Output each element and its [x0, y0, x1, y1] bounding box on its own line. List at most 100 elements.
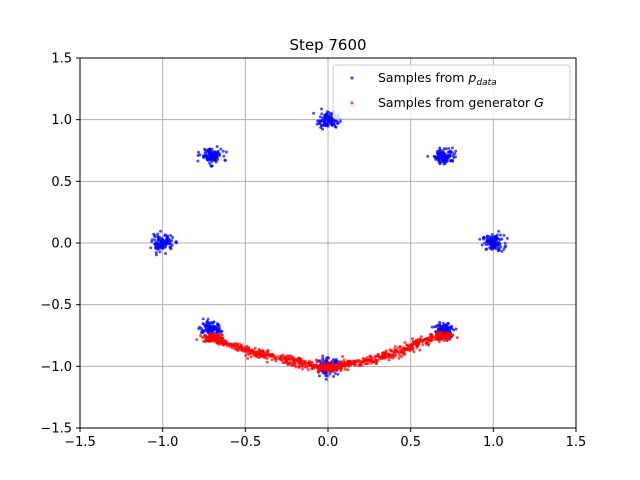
- data-point: [198, 325, 202, 329]
- generator-point: [408, 345, 412, 349]
- generator-point: [288, 361, 292, 365]
- generator-point: [373, 354, 377, 358]
- data-point: [320, 119, 324, 123]
- data-point: [156, 247, 160, 251]
- generator-point: [421, 343, 425, 347]
- data-point: [163, 234, 167, 238]
- generator-point: [389, 353, 393, 357]
- generator-point: [311, 361, 315, 365]
- generator-point: [383, 354, 387, 358]
- data-point: [450, 146, 454, 150]
- generator-point: [393, 354, 397, 358]
- generator-point: [411, 343, 415, 347]
- generator-point: [269, 353, 273, 357]
- generator-point: [234, 348, 238, 352]
- generator-point: [298, 361, 302, 365]
- data-point: [202, 156, 206, 160]
- data-point: [503, 241, 507, 245]
- x-tick-label: 1.5: [566, 435, 587, 450]
- generator-point: [211, 339, 215, 343]
- data-point: [497, 229, 501, 233]
- generator-point: [234, 344, 238, 348]
- generator-point: [392, 351, 396, 355]
- generator-point: [305, 365, 309, 369]
- data-point: [325, 112, 329, 116]
- data-point: [490, 233, 494, 237]
- generator-point: [328, 363, 332, 367]
- data-point: [504, 244, 508, 248]
- data-point: [169, 233, 173, 237]
- generator-point: [199, 334, 203, 338]
- data-point: [441, 149, 445, 153]
- generator-point: [324, 364, 328, 368]
- generator-point: [436, 335, 440, 339]
- data-point: [317, 119, 321, 123]
- data-point: [480, 243, 484, 247]
- data-point: [149, 246, 153, 250]
- generator-point: [333, 368, 337, 372]
- data-point: [164, 239, 168, 243]
- generator-point: [266, 353, 270, 357]
- data-point: [493, 237, 497, 241]
- generator-point: [382, 351, 386, 355]
- generator-point: [339, 369, 343, 373]
- generator-point: [343, 367, 347, 371]
- generator-point: [302, 359, 306, 363]
- data-point: [321, 354, 325, 358]
- generator-point: [320, 366, 324, 370]
- data-point: [490, 248, 494, 252]
- y-tick-label: 1.0: [51, 113, 72, 128]
- generator-point: [320, 357, 324, 361]
- data-point: [204, 148, 208, 152]
- y-tick-label: 0.0: [51, 237, 72, 252]
- data-point: [441, 158, 445, 162]
- data-point: [318, 115, 322, 119]
- data-point: [210, 164, 214, 168]
- data-point: [170, 243, 174, 247]
- generator-point: [278, 356, 282, 360]
- generator-point: [367, 359, 371, 363]
- generator-point: [405, 343, 409, 347]
- generator-point: [387, 358, 391, 362]
- data-point: [215, 145, 219, 149]
- generator-point: [401, 351, 405, 355]
- data-point: [320, 107, 324, 111]
- generator-point: [246, 347, 250, 351]
- data-point: [327, 120, 331, 124]
- generator-point: [221, 338, 225, 342]
- generator-point: [397, 356, 401, 360]
- data-point: [201, 317, 205, 321]
- generator-point: [370, 356, 374, 360]
- data-point: [317, 374, 321, 378]
- generator-point: [397, 351, 401, 355]
- data-point: [444, 147, 448, 151]
- generator-point: [293, 361, 297, 365]
- generator-point: [342, 363, 346, 367]
- data-point: [158, 250, 162, 254]
- x-tick-label: −0.5: [230, 435, 262, 450]
- generator-point: [355, 359, 359, 363]
- generator-point: [216, 341, 220, 345]
- data-point: [196, 150, 200, 154]
- data-point: [214, 326, 218, 330]
- chart-title: Step 7600: [289, 36, 366, 54]
- data-point: [499, 233, 503, 237]
- generator-point: [292, 357, 296, 361]
- data-point: [454, 327, 458, 331]
- data-point: [497, 243, 501, 247]
- generator-point: [376, 353, 380, 357]
- data-point: [216, 323, 220, 327]
- data-point: [312, 111, 316, 115]
- data-point: [485, 234, 489, 238]
- generator-point: [330, 360, 334, 364]
- data-point: [162, 245, 166, 249]
- generator-point: [437, 340, 441, 344]
- legend: Samples from pdata Samples from generato…: [332, 64, 571, 120]
- data-point: [208, 147, 212, 151]
- generator-point: [384, 349, 388, 353]
- generator-point: [417, 341, 421, 345]
- data-point: [199, 331, 203, 335]
- generator-point: [291, 363, 295, 367]
- generator-point: [411, 348, 415, 352]
